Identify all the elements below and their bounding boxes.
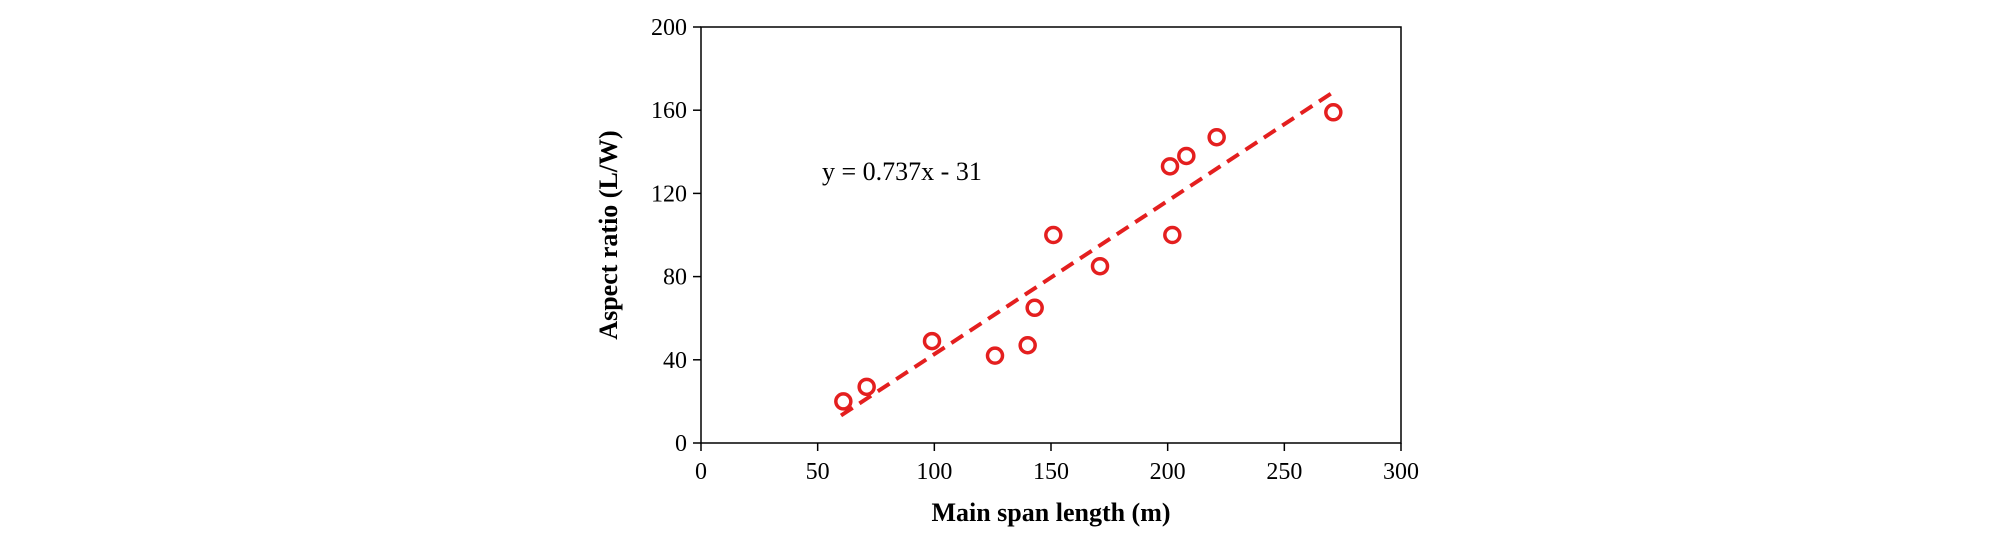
data-point	[1207, 127, 1226, 147]
plot-area	[700, 26, 1402, 444]
y-tick-label: 0	[675, 431, 687, 457]
x-axis-ticks: 0 50 100 150 200 250 300	[695, 443, 1419, 485]
y-axis-title: Aspect ratio (L/W)	[594, 130, 623, 339]
data-point	[1090, 256, 1110, 276]
x-tick-label: 100	[916, 459, 952, 485]
trendline-equation: y = 0.737x - 31	[822, 157, 982, 186]
x-tick-label: 200	[1150, 459, 1186, 485]
y-tick-label: 120	[651, 181, 687, 207]
data-point	[1025, 298, 1044, 318]
data-point	[922, 331, 942, 351]
data-point	[1163, 225, 1182, 245]
data-points	[834, 103, 1343, 411]
x-axis-title: Main span length (m)	[931, 498, 1170, 527]
x-tick-label: 150	[1033, 459, 1069, 485]
data-point	[1044, 225, 1063, 245]
y-tick-label: 200	[651, 15, 687, 41]
data-point	[985, 346, 1005, 365]
y-tick-label: 160	[651, 98, 687, 124]
data-point	[1160, 157, 1180, 176]
data-point	[857, 377, 876, 397]
data-point	[1324, 103, 1343, 122]
x-tick-label: 0	[695, 459, 707, 485]
y-axis-ticks: 0 40 80 120 160 200	[651, 15, 701, 457]
data-point	[1018, 335, 1037, 355]
data-point	[1177, 146, 1196, 166]
x-tick-label: 300	[1383, 459, 1419, 485]
data-point	[834, 392, 853, 411]
y-tick-label: 40	[663, 348, 687, 374]
y-tick-label: 80	[663, 265, 687, 291]
x-tick-label: 250	[1266, 459, 1302, 485]
trendline	[839, 91, 1333, 418]
trendline-group	[839, 91, 1333, 418]
x-tick-label: 50	[806, 459, 830, 485]
